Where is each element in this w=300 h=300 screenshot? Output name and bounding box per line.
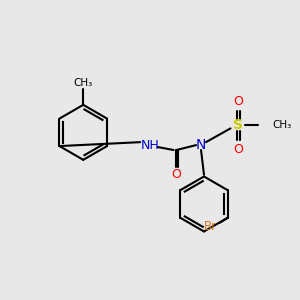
Text: O: O — [233, 142, 243, 155]
Text: Br: Br — [204, 220, 217, 233]
Text: S: S — [233, 118, 243, 133]
Text: N: N — [196, 138, 206, 152]
Text: NH: NH — [141, 139, 159, 152]
Text: O: O — [172, 168, 182, 181]
Text: O: O — [233, 95, 243, 108]
Text: CH₃: CH₃ — [273, 121, 292, 130]
Text: CH₃: CH₃ — [74, 78, 93, 88]
